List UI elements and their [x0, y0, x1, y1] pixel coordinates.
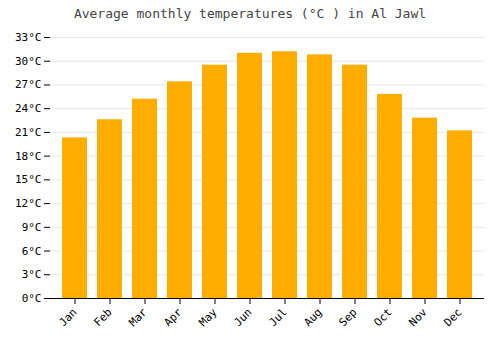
svg-text:Dec: Dec [441, 306, 464, 329]
svg-text:Aug: Aug [301, 306, 324, 329]
svg-text:May: May [196, 305, 220, 329]
svg-text:12°C: 12°C [15, 197, 42, 210]
svg-text:Feb: Feb [91, 306, 114, 329]
svg-text:27°C: 27°C [15, 78, 42, 91]
svg-text:15°C: 15°C [15, 173, 42, 186]
svg-text:Mar: Mar [126, 305, 150, 329]
svg-text:Jan: Jan [56, 306, 79, 329]
svg-text:18°C: 18°C [15, 150, 42, 163]
svg-text:Jun: Jun [231, 306, 254, 329]
html-text:Average monthly temperatures (: Average monthly temperatures (°C ) in Al… [73, 6, 427, 21]
svg-text:24°C: 24°C [15, 102, 42, 115]
svg-text:Sep: Sep [336, 306, 359, 329]
svg-text:30°C: 30°C [15, 55, 42, 68]
svg-text:0°C: 0°C [22, 292, 42, 305]
svg-text:6°C: 6°C [22, 245, 42, 258]
svg-text:3°C: 3°C [22, 268, 42, 281]
svg-text:9°C: 9°C [22, 221, 42, 234]
svg-text:Nov: Nov [406, 305, 430, 329]
svg-text:21°C: 21°C [15, 126, 42, 139]
svg-text:Jul: Jul [266, 306, 289, 329]
svg-text:Apr: Apr [161, 305, 185, 329]
svg-text:33°C: 33°C [15, 31, 42, 44]
svg-text:Oct: Oct [371, 306, 394, 329]
